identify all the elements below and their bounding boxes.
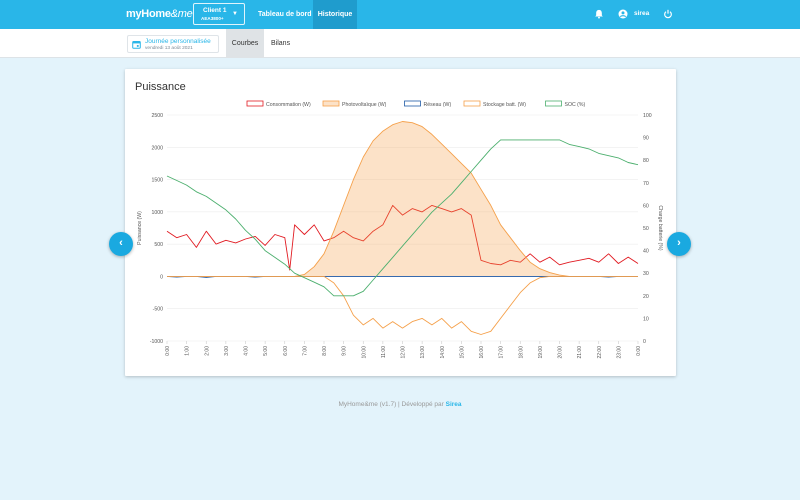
legend-swatch-stockage-batt-w [463, 100, 481, 107]
y-tick-label: 1000 [151, 210, 163, 216]
y-tick-label: 2000 [151, 145, 163, 151]
series-line-stockage-batt-w [167, 275, 638, 335]
legend-label-consommation-w: Consommation (W) [266, 102, 311, 108]
y2-tick-label: 70 [643, 181, 649, 187]
y-axis-title: Puissance (W) [137, 211, 143, 245]
x-tick-label: 14:00 [440, 346, 446, 359]
x-tick-label: 19:00 [538, 346, 544, 359]
legend-swatch-photovolta-que-w [322, 100, 340, 107]
legend-swatch-r-seau-w [404, 100, 421, 107]
y2-tick-label: 20 [643, 294, 649, 300]
x-tick-label: 8:00 [322, 346, 328, 356]
y2-tick-label: 30 [643, 271, 649, 277]
legend-label-photovolta-que-w: Photovoltaïque (W) [342, 102, 387, 108]
sub-bar: Journée personnalisée vendredi 13 août 2… [0, 29, 800, 58]
y2-tick-label: 50 [643, 226, 649, 232]
y2-tick-label: 0 [643, 339, 646, 345]
x-tick-label: 22:00 [597, 346, 603, 359]
y2-tick-label: 90 [643, 136, 649, 142]
user-name[interactable]: sirea [634, 10, 650, 17]
day-selector[interactable]: Journée personnalisée vendredi 13 août 2… [127, 35, 219, 53]
chevron-left-icon: ‹ [119, 237, 123, 249]
card-title: Puissance [135, 81, 186, 93]
series-line-consommation-w [166, 204, 639, 271]
previous-day-button[interactable]: ‹ [109, 232, 133, 256]
y-tick-label: 2500 [151, 113, 163, 119]
nav-historique[interactable]: Historique [313, 0, 357, 29]
nav-tableau-de-bord[interactable]: Tableau de bord [258, 11, 312, 18]
power-chart-card: Puissance 2500 2000 1500 1000 500 0 -500 -1000 1… [125, 69, 676, 376]
y-tick-label: 500 [154, 242, 163, 248]
footer: MyHome&me (v1.7) | Développé par Sirea [0, 401, 800, 408]
x-tick-label: 7:00 [302, 346, 308, 356]
y2-tick-label: 100 [643, 113, 652, 119]
x-tick-label: 11:00 [381, 346, 387, 358]
x-tick-label: 21:00 [577, 346, 583, 359]
x-tick-label: 10:00 [361, 346, 367, 359]
top-bar: myHome&me Client 1 AEA3800+ ▼ Tableau de… [0, 0, 800, 29]
chevron-right-icon: › [677, 237, 681, 249]
x-tick-label: 0:00 [636, 346, 642, 356]
tab-courbes[interactable]: Courbes [226, 29, 264, 58]
y2-tick-label: 10 [643, 316, 649, 322]
legend-label-soc: SOC (%) [565, 102, 586, 108]
series-line-soc [166, 139, 639, 297]
client-selector[interactable]: Client 1 AEA3800+ ▼ [193, 3, 245, 25]
x-tick-label: 23:00 [616, 346, 622, 359]
x-tick-label: 13:00 [420, 346, 426, 359]
legend-swatch-soc [545, 100, 562, 107]
day-title: Journée personnalisée [145, 38, 211, 45]
legend-label-r-seau-w: Réseau (W) [424, 102, 452, 108]
x-tick-label: 1:00 [185, 346, 191, 356]
calendar-icon [132, 40, 141, 49]
x-tick-label: 16:00 [479, 346, 485, 359]
y2-tick-label: 40 [643, 249, 649, 255]
x-tick-label: 9:00 [342, 346, 348, 356]
x-tick-label: 17:00 [499, 346, 505, 359]
bell-icon[interactable] [594, 9, 604, 19]
x-tick-label: 3:00 [224, 346, 230, 356]
y2-tick-label: 60 [643, 203, 649, 209]
next-day-button[interactable]: › [667, 232, 691, 256]
footer-brand-link[interactable]: Sirea [445, 401, 462, 408]
legend-swatch-consommation-w [246, 100, 264, 107]
power-chart: 25002000150010005000-500-100010090807060… [137, 100, 663, 359]
x-tick-label: 5:00 [263, 346, 269, 356]
client-name: Client 1 [203, 7, 227, 14]
client-code: AEA3800+ [201, 16, 224, 21]
power-icon[interactable] [663, 9, 673, 19]
x-tick-label: 20:00 [558, 346, 564, 359]
y-tick-label: -1000 [150, 339, 163, 345]
y2-tick-label: 80 [643, 158, 649, 164]
legend-label-stockage-batt-w: Stockage batt. (W) [483, 102, 526, 108]
x-tick-label: 15:00 [459, 346, 465, 359]
x-tick-label: 12:00 [401, 346, 407, 359]
tab-bilans[interactable]: Bilans [271, 40, 291, 47]
account-icon[interactable] [618, 9, 628, 19]
x-tick-label: 18:00 [518, 346, 524, 359]
y-tick-label: 0 [160, 274, 163, 280]
app-logo[interactable]: myHome&me [126, 8, 193, 20]
caret-down-icon: ▼ [232, 11, 238, 17]
day-date: vendredi 13 août 2021 [145, 46, 193, 51]
y2-axis-title: Charge batterie (%) [657, 205, 663, 251]
y-tick-label: -500 [153, 307, 163, 313]
x-tick-label: 4:00 [244, 346, 250, 356]
y-tick-label: 1500 [151, 178, 163, 184]
x-tick-label: 2:00 [204, 346, 210, 356]
footer-text: MyHome&me (v1.7) | Développé par [338, 401, 444, 408]
x-tick-label: 6:00 [283, 346, 289, 356]
series-area-photovolta-que-w [167, 121, 638, 277]
x-tick-label: 0:00 [165, 346, 171, 356]
